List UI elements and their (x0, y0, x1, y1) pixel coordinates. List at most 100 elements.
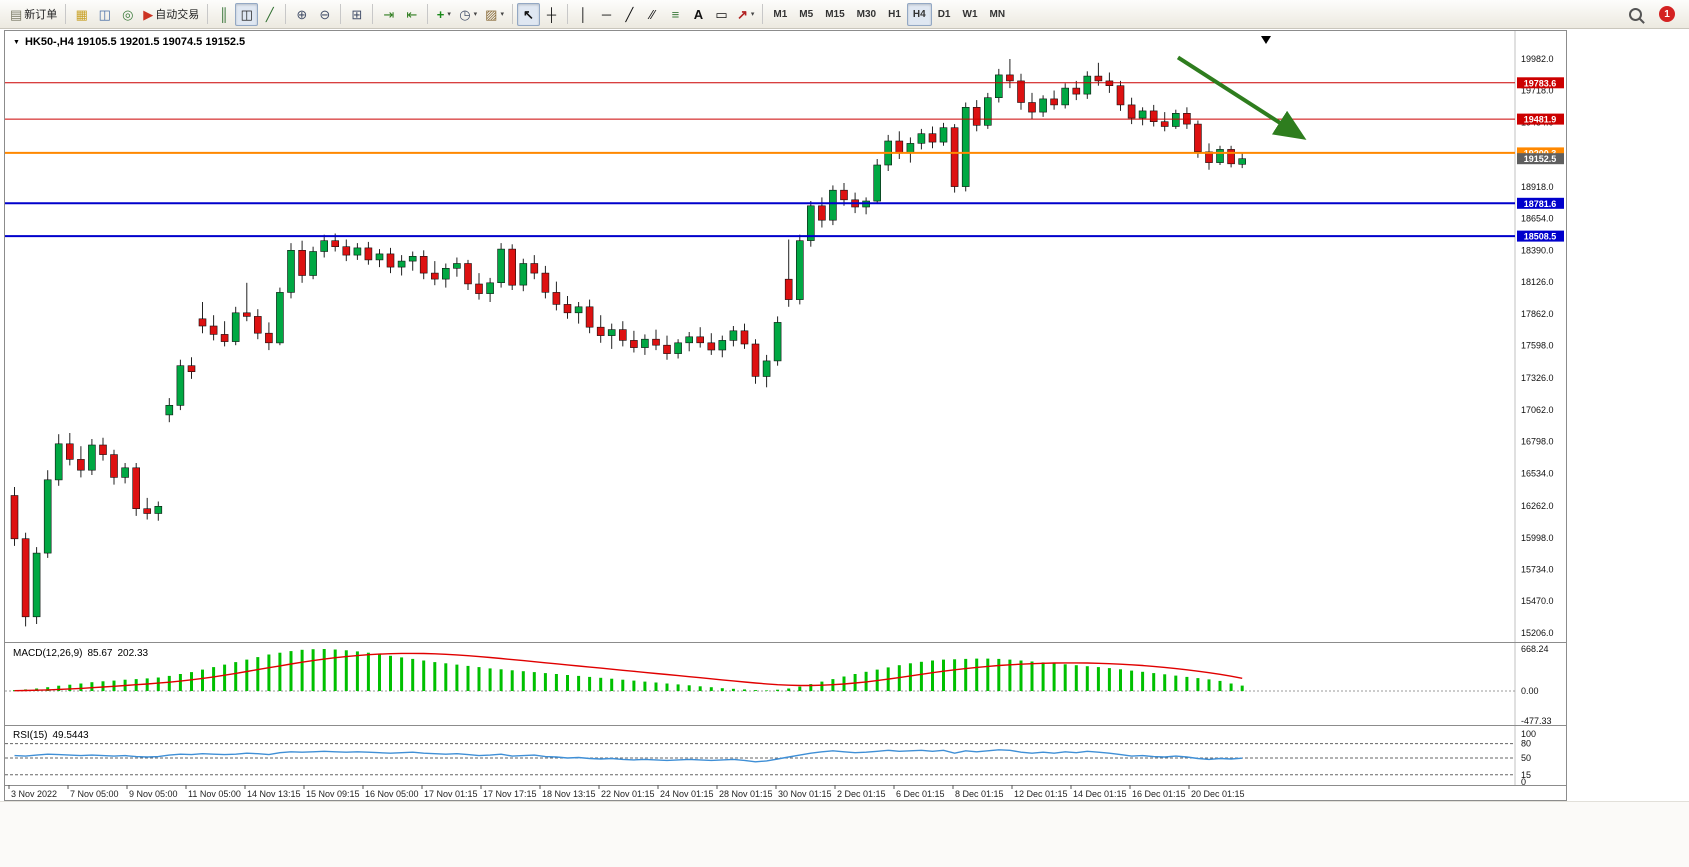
toolbar-separator (566, 4, 568, 24)
svg-text:15: 15 (1521, 770, 1531, 780)
timeframe-mn-button[interactable]: MN (984, 3, 1012, 26)
svg-text:19481.9: 19481.9 (1524, 115, 1557, 125)
charts-profile-button[interactable]: ▦ (70, 3, 93, 26)
toolbar-separator (285, 4, 287, 24)
equidistant-channel-button[interactable]: ∕∕ (641, 3, 664, 26)
arrows-button[interactable]: ↗ ▾ (733, 3, 758, 26)
cursor-icon: ↖ (523, 6, 534, 22)
indicators-icon: + (436, 6, 445, 22)
svg-text:15 Nov 09:15: 15 Nov 09:15 (306, 789, 360, 799)
channel-icon: ∕∕ (650, 6, 655, 22)
dropdown-caret-icon: ▾ (500, 11, 504, 18)
search-button[interactable] (1624, 3, 1647, 26)
zoom-out-button[interactable]: ⊖ (313, 3, 336, 26)
line-chart-button[interactable]: ╱ (258, 3, 281, 26)
zoom-in-button[interactable]: ⊕ (290, 3, 313, 26)
tile-windows-button[interactable]: ⊞ (345, 3, 368, 26)
macd-panel: 668.24 0.00 -477.33 (5, 644, 1552, 726)
macd-signal-value: 202.33 (117, 648, 149, 659)
timeframe-h1-button[interactable]: H1 (882, 3, 907, 26)
cursor-button[interactable]: ↖ (516, 2, 540, 26)
profile-icon: ▦ (75, 6, 88, 22)
svg-text:6 Dec 01:15: 6 Dec 01:15 (896, 789, 945, 799)
price-axis[interactable]: 19982.019718.019454.019190.018918.018654… (1521, 54, 1554, 638)
svg-text:17 Nov 17:15: 17 Nov 17:15 (483, 789, 537, 799)
svg-text:17598.0: 17598.0 (1521, 341, 1554, 351)
timeframe-m30-button[interactable]: M30 (851, 3, 882, 26)
templates-button[interactable]: ▨ ▾ (481, 3, 508, 26)
symbol-collapse-icon[interactable]: ▼ (13, 38, 20, 46)
autotrading-button[interactable]: ▶ 自动交易 (139, 3, 203, 26)
svg-text:15998.0: 15998.0 (1521, 533, 1554, 543)
toolbar-separator (511, 4, 513, 24)
vertical-line-button[interactable]: │ (572, 3, 595, 26)
timeframe-m5-button[interactable]: M5 (793, 3, 819, 26)
candles (10, 59, 1246, 627)
timeframe-d1-button[interactable]: D1 (932, 3, 957, 26)
svg-text:8 Dec 01:15: 8 Dec 01:15 (955, 789, 1004, 799)
svg-text:16 Dec 01:15: 16 Dec 01:15 (1132, 789, 1186, 799)
svg-text:18918.0: 18918.0 (1521, 182, 1554, 192)
dropdown-caret-icon: ▾ (473, 11, 478, 18)
candles-icon: ◫ (240, 6, 253, 22)
svg-text:18390.0: 18390.0 (1521, 245, 1554, 255)
crosshair-icon: ┼ (546, 6, 557, 22)
toolbar-separator (207, 4, 209, 24)
notifications-button[interactable]: 1 (1655, 3, 1679, 26)
svg-text:14 Nov 13:15: 14 Nov 13:15 (247, 789, 301, 799)
fibonacci-button[interactable]: ≡ (664, 3, 687, 26)
bar-chart-button[interactable]: ║ (212, 3, 235, 26)
svg-text:16534.0: 16534.0 (1521, 468, 1554, 478)
svg-text:100: 100 (1521, 729, 1536, 739)
tile-icon: ⊞ (351, 6, 363, 22)
svg-text:18781.6: 18781.6 (1524, 199, 1557, 209)
svg-text:17062.0: 17062.0 (1521, 405, 1554, 415)
horizontal-line-button[interactable]: ─ (595, 3, 618, 26)
toolbar-separator (427, 4, 429, 24)
fibonacci-icon: ≡ (671, 6, 680, 22)
toolbar-left: ▤ 新订单 ▦ ◫ ◎ ▶ 自动交易 ║ ◫ ╱ ⊕ ⊖ ⊞ ⇥ ⇤ + ▾ ◷ ▾ ▨ ▾ ↖ ┼ │ ─ ╱ ∕∕ ≡ A ▭ ↗ ▾ M1… (6, 2, 1012, 26)
market-watch-button[interactable]: ◫ (93, 3, 116, 26)
text-label-button[interactable]: ▭ (710, 3, 733, 26)
timeframe-m1-button[interactable]: M1 (767, 3, 793, 26)
svg-text:16 Nov 05:00: 16 Nov 05:00 (365, 789, 419, 799)
navigator-button[interactable]: ◎ (116, 3, 139, 26)
toolbar: ▤ 新订单 ▦ ◫ ◎ ▶ 自动交易 ║ ◫ ╱ ⊕ ⊖ ⊞ ⇥ ⇤ + ▾ ◷ ▾ ▨ ▾ ↖ ┼ │ ─ ╱ ∕∕ ≡ A ▭ ↗ ▾ M1… (0, 0, 1689, 29)
svg-text:24 Nov 01:15: 24 Nov 01:15 (660, 789, 714, 799)
timeframe-h4-button[interactable]: H4 (906, 2, 932, 26)
trend-arrow[interactable] (1176, 55, 1307, 140)
chart-canvas[interactable]: 19982.019718.019454.019190.018918.018654… (5, 31, 1566, 800)
level-lines: 19783.619481.919200.318781.618508.519152… (5, 77, 1564, 242)
svg-text:19783.6: 19783.6 (1524, 78, 1557, 88)
toolbar-right: 1 (1624, 3, 1683, 26)
new-order-button-label: 新订单 (24, 9, 58, 21)
text-label-icon: ▭ (715, 6, 728, 22)
macd-main-value: 85.67 (87, 648, 113, 659)
new-order-button[interactable]: ▤ 新订单 (6, 3, 61, 26)
level-price-badge (1517, 77, 1564, 89)
svg-text:17862.0: 17862.0 (1521, 309, 1554, 319)
svg-text:50: 50 (1521, 753, 1531, 763)
rsi-value: 49.5443 (52, 730, 89, 741)
zoom-out-icon: ⊖ (319, 6, 331, 22)
chart-shift-button[interactable]: ⇤ (400, 3, 423, 26)
market-watch-icon: ◫ (98, 6, 111, 22)
svg-text:2 Dec 01:15: 2 Dec 01:15 (837, 789, 886, 799)
toolbar-separator (65, 4, 67, 24)
periods-button[interactable]: ◷ ▾ (455, 3, 481, 26)
text-button[interactable]: A (687, 3, 710, 26)
time-axis[interactable]: 3 Nov 2022 7 Nov 05:00 9 Nov 05:00 11 Nov 0… (8, 785, 1245, 799)
timeframe-m15-button[interactable]: M15 (819, 3, 850, 26)
chart-window[interactable]: 19982.019718.019454.019190.018918.018654… (4, 30, 1567, 801)
rsi-name: RSI(15) (13, 730, 48, 741)
trendline-icon: ╱ (625, 6, 634, 22)
indicators-list-button[interactable]: + ▾ (432, 3, 455, 26)
svg-text:80: 80 (1521, 739, 1531, 749)
trendline-button[interactable]: ╱ (618, 3, 641, 26)
crosshair-button[interactable]: ┼ (540, 3, 563, 26)
auto-scroll-button[interactable]: ⇥ (377, 3, 400, 26)
periods-icon: ◷ (459, 6, 471, 22)
candlestick-chart-button[interactable]: ◫ (235, 2, 259, 26)
timeframe-w1-button[interactable]: W1 (957, 3, 984, 26)
chart-shift-marker[interactable] (1261, 36, 1271, 44)
